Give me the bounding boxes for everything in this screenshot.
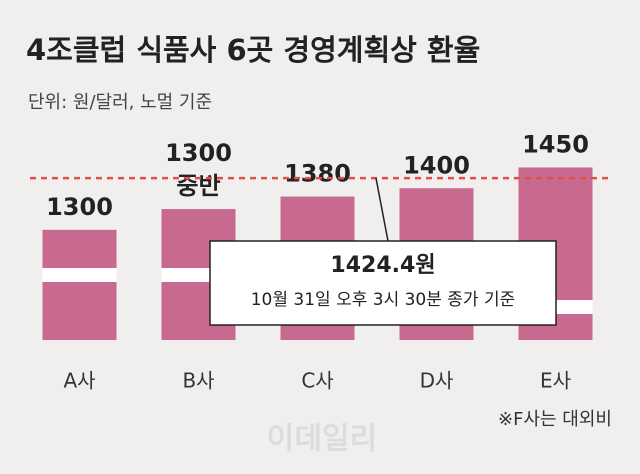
x-tick-label: E사: [540, 369, 571, 393]
value-label: 1300: [46, 193, 113, 221]
bar: [42, 229, 117, 340]
value-label: 1400: [403, 151, 470, 179]
value-label: 1300 중반: [165, 139, 232, 200]
chart-subtitle: 단위: 원/달러, 노멀 기준: [28, 92, 212, 113]
chart-title: 4조클럽 식품사 6곳 경영계획상 환율: [26, 33, 480, 67]
value-label: 1380: [284, 160, 351, 188]
x-tick-label: D사: [420, 369, 454, 393]
watermark: 이데일리: [267, 422, 377, 457]
value-label: 1450: [522, 130, 589, 158]
x-tick-label: B사: [182, 369, 214, 393]
annotation-note: 10월 31일 오후 3시 30분 종가 기준: [251, 290, 516, 310]
footnote: ※F사는 대외비: [498, 409, 612, 430]
x-tick-label: C사: [301, 369, 333, 393]
annotation-box: [209, 240, 557, 326]
axis-break: [42, 268, 117, 282]
annotation-label: 1424.4원: [330, 253, 435, 278]
x-tick-label: A사: [63, 369, 95, 393]
annotation-connector: [375, 177, 389, 242]
